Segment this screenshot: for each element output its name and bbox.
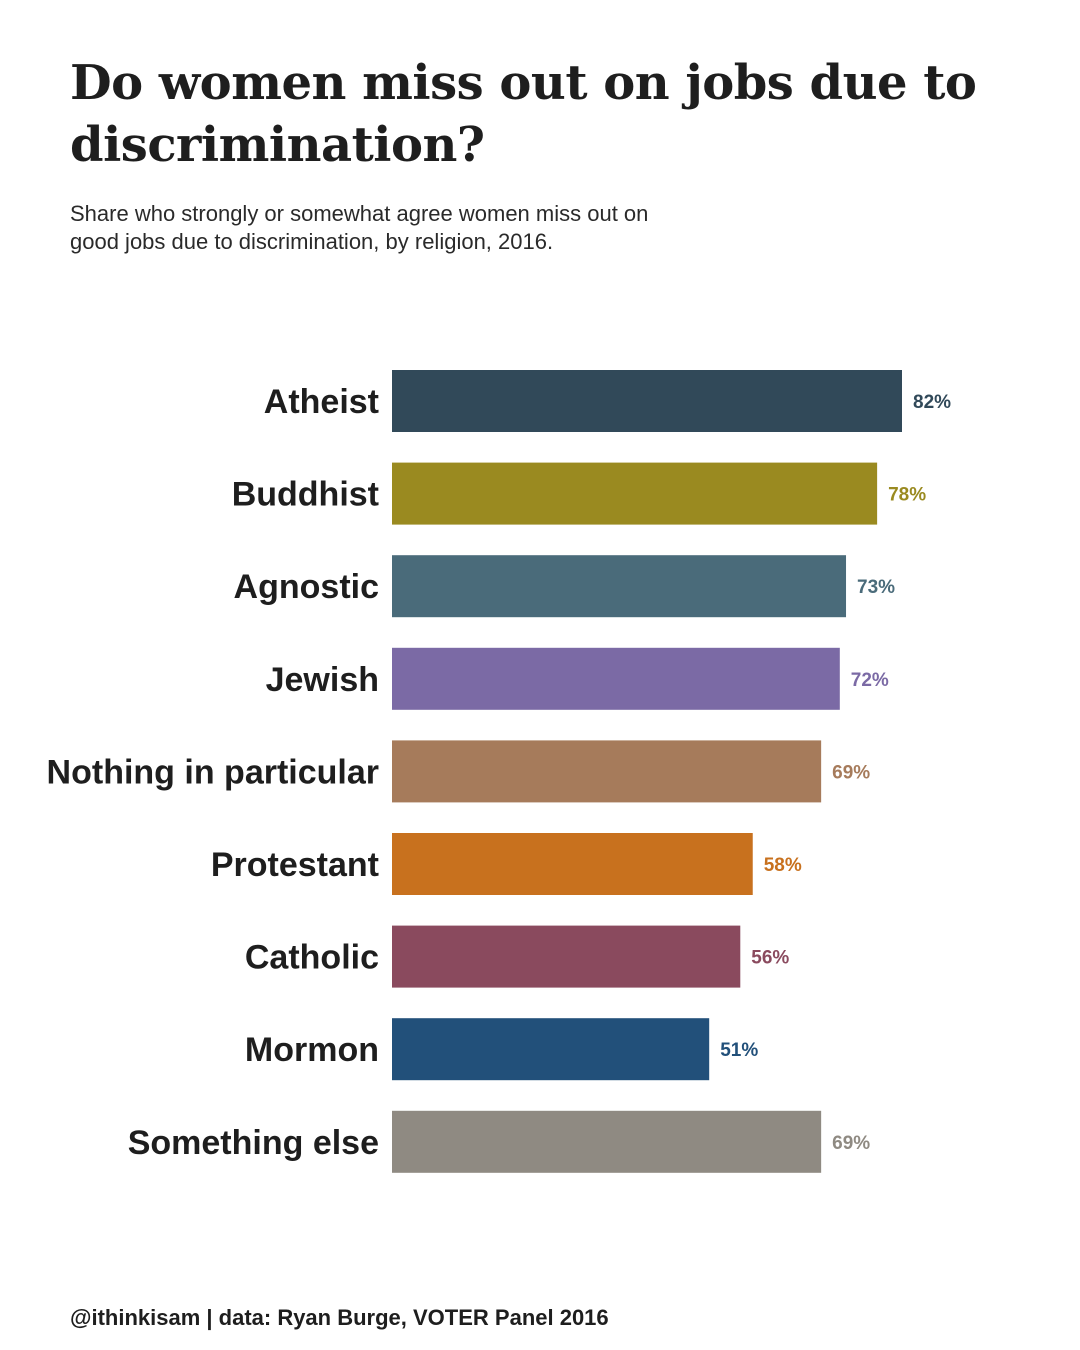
category-label: Protestant: [211, 846, 379, 884]
category-label: Nothing in particular: [47, 753, 379, 791]
bar-chart: Atheist 82% Buddhist 78% Agnostic 73% Jewish 72…: [47, 370, 951, 1173]
value-label: 73%: [857, 577, 895, 598]
category-label: Jewish: [266, 661, 379, 699]
bar: [392, 462, 878, 525]
bar: [392, 1018, 710, 1081]
bar: [392, 833, 753, 895]
bar: [392, 647, 840, 710]
value-label: 69%: [832, 762, 870, 783]
bar: [392, 740, 822, 803]
source-caption: @ithinkisam | data: Ryan Burge, VOTER Pa…: [70, 1305, 609, 1330]
category-label: Atheist: [264, 383, 379, 421]
bar: [392, 925, 741, 988]
category-label: Agnostic: [234, 568, 379, 606]
category-label: Catholic: [245, 939, 379, 977]
bar: [392, 1110, 822, 1173]
value-label: 58%: [764, 855, 802, 876]
bar: [392, 370, 902, 432]
value-label: 78%: [888, 485, 926, 506]
value-label: 51%: [720, 1040, 758, 1061]
bar: [392, 555, 847, 618]
value-label: 72%: [851, 670, 889, 691]
category-label: Buddhist: [232, 476, 379, 514]
chart-title: Do women miss out on jobs due to discrim…: [70, 55, 977, 173]
chart-subtitle: Share who strongly or somewhat agree wom…: [70, 201, 649, 254]
category-label: Something else: [128, 1124, 379, 1162]
category-label: Mormon: [245, 1031, 379, 1069]
value-label: 56%: [751, 948, 789, 969]
value-label: 69%: [832, 1133, 870, 1154]
value-label: 82%: [913, 392, 951, 413]
